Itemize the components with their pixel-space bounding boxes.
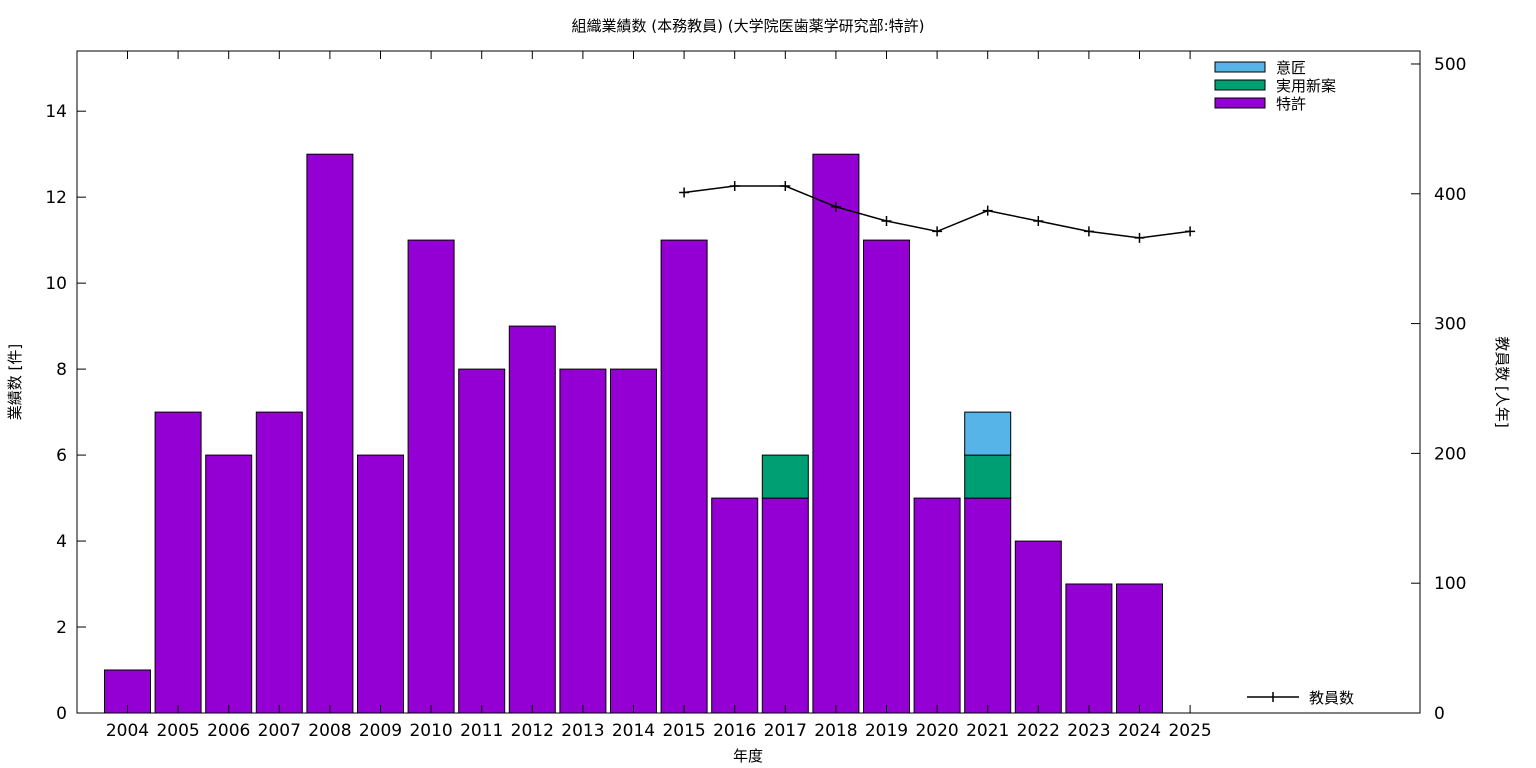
x-tick-label: 2020 [915,721,958,741]
bar [863,239,910,714]
x-tick-label: 2019 [865,721,908,741]
line-point [830,201,841,212]
y2-tick-label: 200 [1434,444,1466,464]
x-tick-label: 2018 [814,721,857,741]
line-point [932,226,943,237]
line-point [729,180,740,191]
y-tick-label: 0 [56,704,67,724]
x-tick-label: 2014 [612,721,655,741]
x-tick-label: 2011 [460,721,503,741]
plot-frame [76,50,1421,714]
line-point [1033,216,1044,227]
bar [357,454,404,714]
bar [964,411,1012,456]
y2-tick-label: 400 [1434,185,1466,205]
bar [964,497,1012,714]
x-tick-label: 2004 [106,721,149,741]
y-axis-label: 業績数 [件] [6,344,24,420]
y2-tick-label: 0 [1434,704,1445,724]
legend-label: 特許 [1276,95,1306,113]
chart-title: 組織業績数 (本務教員) (大学院医歯薬学研究部:特許) [571,17,924,35]
bar [508,325,556,714]
line-point [881,216,892,227]
bar [913,497,961,714]
line-point [1185,226,1196,237]
x-tick-label: 2010 [409,721,452,741]
x-tick-label: 2007 [258,721,301,741]
x-tick-label: 2013 [561,721,604,741]
y-tick-label: 10 [45,274,67,294]
line-point [679,187,690,198]
legend-swatch [1214,79,1266,91]
bar [610,368,657,714]
x-tick-label: 2006 [207,721,250,741]
line-point [780,180,791,191]
x-tick-label: 2023 [1067,721,1110,741]
y2-tick-label: 300 [1434,315,1466,335]
x-tick-label: 2024 [1118,721,1161,741]
x-tick-label: 2025 [1168,721,1211,741]
y-tick-label: 14 [45,102,67,122]
bar [964,454,1012,499]
y-tick-label: 4 [56,532,67,552]
y-tick-label: 2 [56,618,67,638]
x-tick-label: 2016 [713,721,756,741]
y2-axis-label: 教員数 [人年] [1493,336,1511,427]
bar [1065,583,1113,714]
legend-label: 実用新案 [1276,77,1336,95]
x-tick-label: 2012 [511,721,554,741]
bar [761,497,809,714]
legend-swatch [1214,61,1266,73]
bar [407,239,455,714]
bar [458,368,506,714]
legend-swatch [1214,97,1266,109]
bar [812,153,860,714]
x-tick-label: 2022 [1017,721,1060,741]
bar [1014,540,1062,714]
bar [660,239,708,714]
x-tick-label: 2017 [764,721,807,741]
x-tick-label: 2009 [359,721,402,741]
x-tick-label: 2015 [662,721,705,741]
y2-tick-label: 500 [1434,55,1466,75]
x-tick-label: 2021 [966,721,1009,741]
x-tick-label: 2008 [308,721,351,741]
line-point [1134,232,1145,243]
bar [559,368,607,714]
x-tick-label: 2005 [156,721,199,741]
line-layer [679,180,1196,243]
y-tick-label: 12 [45,188,67,208]
x-axis-label: 年度 [733,747,763,765]
line-point [1083,226,1094,237]
legend-label: 意匠 [1276,59,1306,77]
bar [154,411,202,714]
bar [761,454,809,499]
y-tick-label: 8 [56,360,67,380]
bar [255,411,303,714]
bar [1116,583,1163,714]
line-point [982,205,993,216]
axes-layer: 0 2 4 6 8 10 12 14 0 100 200 300 400 500 2004 2005 2006 2… [45,51,1466,741]
bar [205,454,253,714]
bar [711,497,759,714]
y-tick-label: 6 [56,446,67,466]
bar [306,153,354,714]
legend-label: 教員数 [1309,689,1354,707]
y2-tick-label: 100 [1434,574,1466,594]
bar-layer [104,153,1163,714]
